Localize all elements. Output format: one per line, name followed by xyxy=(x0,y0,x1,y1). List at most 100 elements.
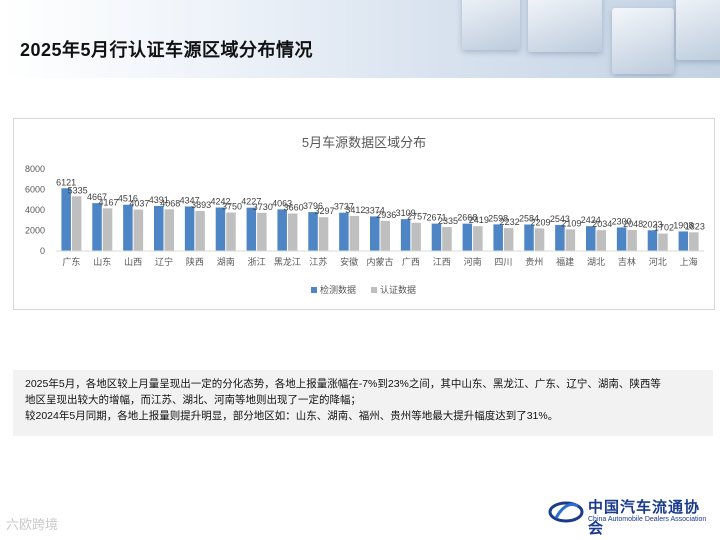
data-label-series2: 4068 xyxy=(160,198,180,208)
data-label-series2: 1702 xyxy=(654,223,674,233)
x-tick-label: 广东 xyxy=(62,256,80,267)
bar-series1 xyxy=(246,207,257,251)
data-label-series2: 2419 xyxy=(469,215,489,225)
data-label-series1: 4391 xyxy=(149,195,169,205)
data-label-series2: 3730 xyxy=(253,202,273,212)
bar-series2 xyxy=(534,228,545,251)
bar-series2 xyxy=(133,209,144,251)
watermark: 六欧跨境 xyxy=(6,517,59,532)
bar-series1 xyxy=(154,205,164,251)
data-label-series1: 4242 xyxy=(210,197,230,207)
bar-series1 xyxy=(493,224,503,251)
data-label-series2: 2936 xyxy=(376,210,396,220)
bar-series2 xyxy=(689,232,699,251)
bar-series2 xyxy=(658,233,668,251)
data-label-series2: 2757 xyxy=(407,212,427,222)
bar-series1 xyxy=(61,188,71,251)
data-label-series1: 3109 xyxy=(396,208,416,218)
bar-series2 xyxy=(71,196,82,251)
bar-series1 xyxy=(215,207,226,251)
bar-series1 xyxy=(370,216,380,251)
bar-series2 xyxy=(195,211,205,251)
data-label-series2: 2034 xyxy=(592,219,612,229)
data-label-series1: 2671 xyxy=(426,213,446,223)
x-tick-label: 内蒙古 xyxy=(366,256,393,267)
decor-cube xyxy=(676,0,720,60)
x-tick-label: 山东 xyxy=(93,256,111,267)
x-tick-label: 四川 xyxy=(494,257,512,267)
data-label-series1: 2598 xyxy=(488,213,508,223)
data-label-series1: 2300 xyxy=(612,216,632,226)
data-label-series2: 2048 xyxy=(623,219,643,229)
bar-series2 xyxy=(226,212,236,251)
bar-series2 xyxy=(380,220,390,251)
bar-series1 xyxy=(92,203,102,251)
bar-series2 xyxy=(102,208,113,251)
data-label-series2: 3750 xyxy=(222,202,242,212)
bar-series1 xyxy=(555,224,565,251)
data-label-series1: 4227 xyxy=(241,197,261,207)
x-tick-label: 上海 xyxy=(680,256,698,267)
note-line: 地区呈现出较大的增幅，而江苏、湖北、河南等地则出现了一定的降幅； xyxy=(25,394,361,406)
bar-series1 xyxy=(123,204,133,251)
x-tick-label: 陕西 xyxy=(186,256,204,267)
data-label-series2: 2232 xyxy=(500,217,520,227)
legend: 检测数据 认证数据 xyxy=(311,284,416,295)
bar-series1 xyxy=(678,231,689,251)
y-tick-label: 0 xyxy=(40,246,45,256)
note-line: 2025年5月，各地区较上月量呈现出一定的分化态势，各地上报量涨幅在-7%到23… xyxy=(25,378,661,390)
legend-label-series2: 认证数据 xyxy=(380,284,416,295)
data-label-series1: 4667 xyxy=(87,192,107,202)
association-logo: 中国汽车流通协会 China Automobile Dealers Associ… xyxy=(548,494,714,537)
x-tick-label: 江西 xyxy=(433,257,451,267)
bar-series1 xyxy=(647,230,658,251)
bar-series1 xyxy=(462,223,473,251)
legend-swatch-series1 xyxy=(311,287,317,293)
data-label-series1: 2023 xyxy=(642,219,662,229)
analysis-notes: 2025年5月，各地区较上月量呈现出一定的分化态势，各地上报量涨幅在-7%到23… xyxy=(13,370,713,436)
bar-series2 xyxy=(596,230,606,251)
x-tick-label: 河北 xyxy=(649,256,667,267)
bar-series1 xyxy=(339,212,349,251)
y-tick-label: 6000 xyxy=(25,185,45,195)
data-label-series2: 3412 xyxy=(345,205,365,215)
data-label-series2: 2335 xyxy=(438,216,458,226)
x-tick-label: 浙江 xyxy=(248,256,266,267)
data-label-series1: 6121 xyxy=(56,177,76,187)
x-axis: 广东 山东 山西 辽宁 陕西 湖南 浙江 黑龙江 江苏 安徽 内蒙古 广西 江西 河南 四川 贵州 福建 湖北 吉林… xyxy=(56,250,704,267)
data-label-series1: 3737 xyxy=(334,202,354,212)
y-axis: 0 2000 4000 6000 8000 xyxy=(25,164,45,256)
data-label-series1: 2668 xyxy=(457,213,477,223)
data-label-series1: 3374 xyxy=(365,205,385,215)
bar-series2 xyxy=(473,226,483,251)
data-label-series2: 3297 xyxy=(315,206,335,216)
bar-series2 xyxy=(287,213,298,251)
bar-series2 xyxy=(318,217,329,251)
x-tick-label: 福建 xyxy=(556,256,574,267)
data-label-series2: 3660 xyxy=(284,202,304,212)
decor-cube xyxy=(462,0,520,50)
note-line: 较2024年5月同期，各地上报量则提升明显，部分地区如：山东、湖南、福州、贵州等… xyxy=(25,410,559,422)
x-tick-label: 河南 xyxy=(464,256,482,267)
decor-cube xyxy=(612,8,674,74)
decor-cube xyxy=(528,0,602,52)
bar-series1 xyxy=(277,209,287,251)
data-label-series2: 3893 xyxy=(191,200,211,210)
data-label-series2: 2209 xyxy=(531,217,551,227)
bar-chart: 5月车源数据区域分布 0 2000 4000 6000 8000 61215335466… xyxy=(25,135,705,295)
bar-series2 xyxy=(503,228,514,251)
data-label-series2: 5335 xyxy=(68,185,88,195)
bar-series2 xyxy=(164,209,174,251)
bar-series2 xyxy=(442,227,452,251)
x-tick-label: 广西 xyxy=(402,256,420,267)
x-tick-label: 贵州 xyxy=(525,256,543,267)
data-label-series2: 4037 xyxy=(129,199,149,209)
data-label-series1: 2543 xyxy=(550,214,570,224)
y-tick-label: 8000 xyxy=(25,164,45,174)
x-tick-label: 吉林 xyxy=(618,256,636,267)
x-tick-label: 湖北 xyxy=(587,257,605,267)
data-label-series2: 2109 xyxy=(561,218,581,228)
page-title: 2025年5月行认证车源区域分布情况 xyxy=(20,40,314,60)
bar-series2 xyxy=(411,222,421,251)
